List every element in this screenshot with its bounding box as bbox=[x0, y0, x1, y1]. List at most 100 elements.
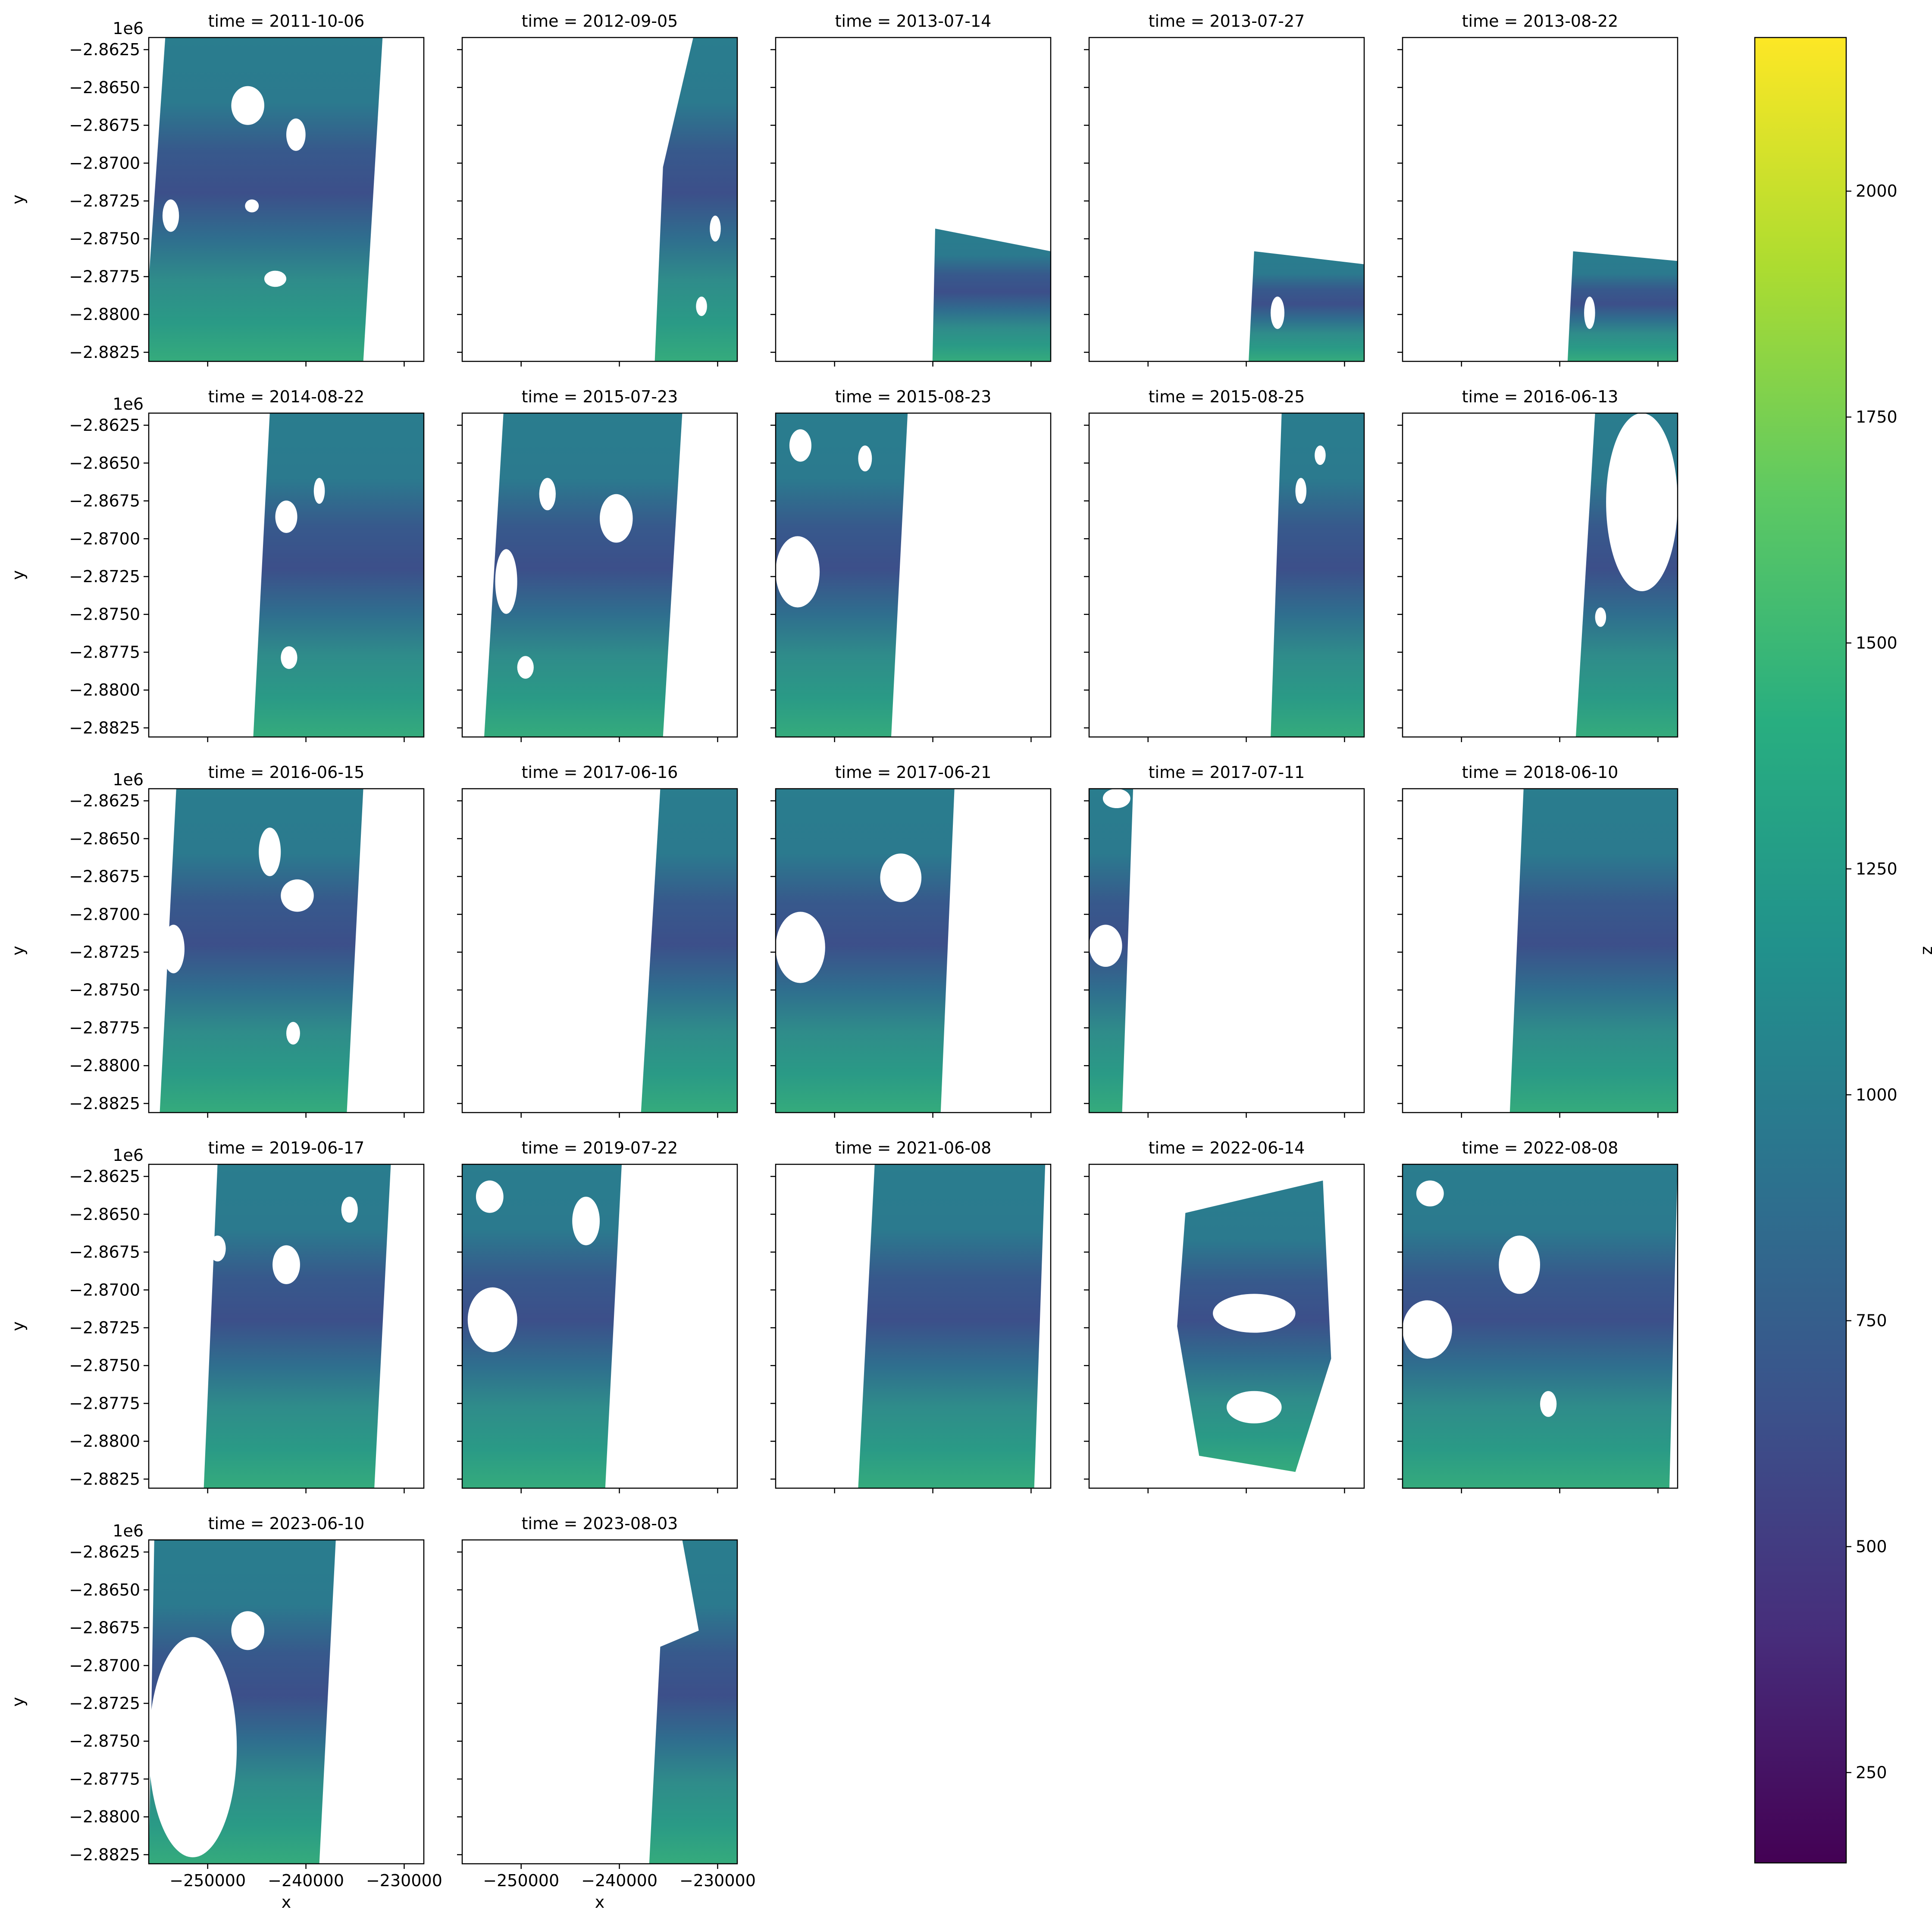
facet-panel: time = 2022-06-14 bbox=[1084, 1138, 1365, 1493]
x-tick-label: −240000 bbox=[268, 1871, 344, 1890]
panels-layer: time = 2011-10-06 −2.8625 −2.8650 −2.8675 −2… bbox=[9, 12, 1678, 1912]
y-tick-label: −2.8725 bbox=[69, 567, 140, 586]
nodata-gap bbox=[572, 1197, 600, 1245]
y-tick-label: −2.8825 bbox=[69, 343, 140, 362]
panel-title: time = 2023-06-10 bbox=[208, 1514, 365, 1533]
nodata-gap bbox=[231, 1611, 264, 1650]
raster-coverage bbox=[1575, 413, 1678, 737]
x-axis-label: x bbox=[282, 1893, 291, 1912]
raster-coverage bbox=[641, 789, 737, 1113]
panel-title: time = 2014-08-22 bbox=[208, 387, 365, 406]
colorbar-tick-label: 1750 bbox=[1856, 408, 1898, 426]
panel-title: time = 2017-07-11 bbox=[1149, 763, 1305, 782]
x-tick-label: −250000 bbox=[483, 1871, 559, 1890]
raster-coverage bbox=[160, 789, 363, 1113]
y-tick-label: −2.8700 bbox=[69, 1656, 140, 1675]
axes-frame bbox=[461, 37, 738, 362]
nodata-gap bbox=[1595, 607, 1606, 627]
raster-footprint bbox=[932, 229, 1051, 361]
nodata-gap bbox=[858, 445, 872, 472]
raster-footprint bbox=[462, 1164, 622, 1488]
nodata-gap bbox=[1584, 296, 1595, 329]
colorbar: 250 500 750 1000 1250 1500 1750 2000 z bbox=[1754, 37, 1932, 1864]
facet-panel: time = 2013-08-22 bbox=[1397, 12, 1678, 367]
nodata-gap bbox=[162, 925, 185, 974]
raster-footprint bbox=[160, 789, 363, 1113]
raster-coverage bbox=[654, 38, 737, 361]
nodata-gap bbox=[1403, 1300, 1452, 1359]
x-tick-label: −230000 bbox=[679, 1871, 756, 1890]
y-tick-label: −2.8725 bbox=[69, 191, 140, 210]
y-tick-label: −2.8700 bbox=[69, 154, 140, 172]
y-axis-label: y bbox=[9, 1697, 28, 1707]
axes-frame bbox=[1088, 1163, 1365, 1489]
nodata-gap bbox=[789, 429, 811, 462]
nodata-gap bbox=[209, 1235, 226, 1262]
nodata-gap bbox=[1213, 1294, 1296, 1333]
raster-footprint bbox=[484, 413, 683, 737]
y-tick-label: −2.8700 bbox=[69, 1280, 140, 1299]
axes-frame bbox=[148, 37, 425, 362]
nodata-gap bbox=[245, 199, 259, 213]
panel-title: time = 2013-08-22 bbox=[1462, 12, 1619, 31]
axes-frame bbox=[1402, 37, 1678, 362]
raster-footprint bbox=[1567, 251, 1678, 361]
axes-frame bbox=[461, 1163, 738, 1489]
raster-coverage bbox=[1249, 251, 1364, 361]
raster-coverage bbox=[1089, 789, 1134, 1113]
facet-panel: time = 2011-10-06 −2.8625 −2.8650 −2.8675 −2… bbox=[9, 12, 425, 367]
raster-footprint bbox=[641, 789, 737, 1113]
x-tick-label: −240000 bbox=[581, 1871, 658, 1890]
nodata-gap bbox=[696, 296, 707, 316]
colorbar-tick-label: 1250 bbox=[1856, 859, 1898, 878]
axes-frame bbox=[775, 37, 1052, 362]
y-tick-label: −2.8625 bbox=[69, 416, 140, 435]
panel-title: time = 2022-08-08 bbox=[1462, 1138, 1619, 1157]
raster-footprint bbox=[149, 38, 383, 361]
raster-coverage bbox=[484, 413, 683, 737]
y-tick-label: −2.8750 bbox=[69, 981, 140, 1000]
axes-frame bbox=[1088, 412, 1365, 738]
facet-panel: time = 2017-07-11 bbox=[1084, 763, 1365, 1118]
raster-footprint bbox=[858, 1164, 1046, 1488]
raster-coverage bbox=[1403, 1164, 1678, 1488]
y-tick-label: −2.8775 bbox=[69, 1394, 140, 1413]
nodata-gap bbox=[281, 646, 297, 669]
colorbar-tick-label: 2000 bbox=[1856, 182, 1898, 201]
axes-frame bbox=[1402, 412, 1678, 738]
nodata-gap bbox=[1606, 413, 1678, 592]
nodata-gap bbox=[1102, 789, 1130, 809]
y-tick-label: −2.8700 bbox=[69, 905, 140, 924]
panel-title: time = 2015-08-25 bbox=[1149, 387, 1305, 406]
facet-panel: time = 2013-07-14 bbox=[770, 12, 1052, 367]
facet-panel: time = 2015-07-23 bbox=[457, 387, 738, 742]
axes-frame bbox=[461, 412, 738, 738]
nodata-gap bbox=[539, 478, 556, 511]
y-offset-label: 1e6 bbox=[113, 395, 144, 414]
y-tick-label: −2.8675 bbox=[69, 867, 140, 886]
panel-title: time = 2013-07-27 bbox=[1149, 12, 1305, 31]
axes-frame bbox=[775, 412, 1052, 738]
y-tick-label: −2.8725 bbox=[69, 1318, 140, 1337]
nodata-gap bbox=[495, 549, 517, 614]
y-tick-label: −2.8625 bbox=[69, 1167, 140, 1186]
raster-coverage bbox=[932, 229, 1051, 361]
nodata-gap bbox=[600, 494, 633, 543]
y-axis-label: y bbox=[9, 1321, 28, 1331]
y-axis-label: y bbox=[9, 194, 28, 204]
panel-title: time = 2017-06-16 bbox=[522, 763, 678, 782]
panel-title: time = 2016-06-13 bbox=[1462, 387, 1619, 406]
y-tick-label: −2.8675 bbox=[69, 1618, 140, 1637]
y-tick-label: −2.8775 bbox=[69, 1018, 140, 1037]
raster-coverage bbox=[253, 413, 424, 737]
y-axis-label: y bbox=[9, 946, 28, 956]
nodata-gap bbox=[1499, 1235, 1540, 1294]
y-tick-label: −2.8825 bbox=[69, 1845, 140, 1864]
y-tick-label: −2.8700 bbox=[69, 529, 140, 548]
axes-frame bbox=[148, 788, 425, 1113]
raster-coverage bbox=[149, 1540, 336, 1864]
panel-title: time = 2022-06-14 bbox=[1149, 1138, 1305, 1157]
panel-title: time = 2019-07-22 bbox=[522, 1138, 678, 1157]
y-tick-label: −2.8725 bbox=[69, 943, 140, 962]
